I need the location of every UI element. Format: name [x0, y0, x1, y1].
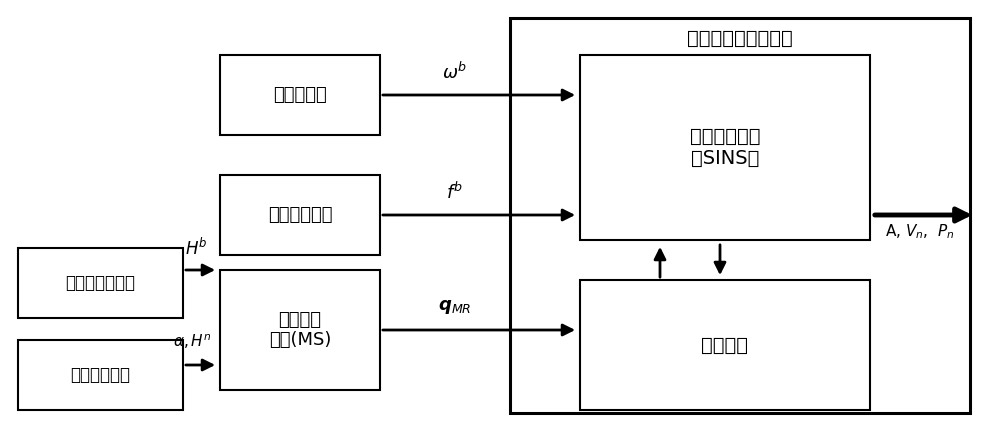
Text: $\omega^b$: $\omega^b$ [442, 61, 468, 83]
Text: A, $V_n$,  $P_n$: A, $V_n$, $P_n$ [885, 223, 955, 241]
Bar [580, 280, 870, 410]
Bar [220, 55, 380, 135]
Text: $H^b$: $H^b$ [185, 237, 207, 258]
Text: 三轴陀螺仪: 三轴陀螺仪 [273, 86, 327, 104]
Text: 捷联惯导系统
（SINS）: 捷联惯导系统 （SINS） [690, 126, 760, 168]
Text: 磁测解算
系统(MS): 磁测解算 系统(MS) [269, 310, 331, 350]
Text: 弹道先验知识: 弹道先验知识 [70, 366, 130, 384]
Text: 量测更新: 量测更新 [702, 335, 748, 354]
Bar [580, 55, 870, 240]
Text: $\alpha,H^n$: $\alpha,H^n$ [173, 333, 211, 351]
Bar [18, 248, 183, 318]
Bar [510, 18, 970, 413]
Text: $f^b$: $f^b$ [446, 181, 464, 203]
Bar [220, 175, 380, 255]
Text: 三轴加速度计: 三轴加速度计 [268, 206, 332, 224]
Text: $\boldsymbol{q}_{MR}$: $\boldsymbol{q}_{MR}$ [438, 298, 472, 316]
Text: 三轴地磁传感器: 三轴地磁传感器 [65, 274, 135, 292]
Bar [18, 340, 183, 410]
Bar [220, 270, 380, 390]
Text: 弹体飞行参数滤波器: 弹体飞行参数滤波器 [687, 28, 793, 47]
